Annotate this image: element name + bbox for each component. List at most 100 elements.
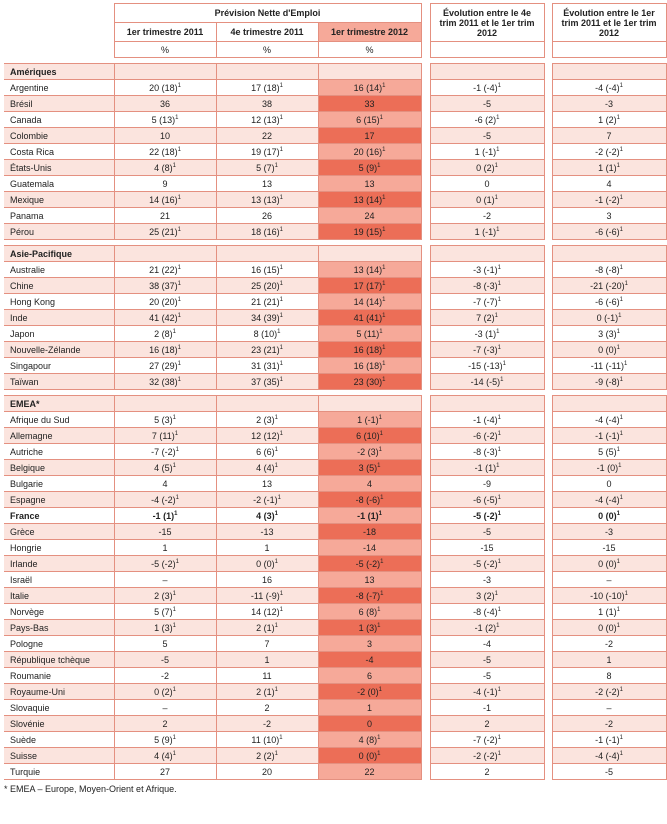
country-name: Irlande <box>4 555 115 572</box>
data-cell: 16 (18)1 <box>317 357 422 374</box>
data-cell: 0 (0)1 <box>317 747 422 764</box>
data-cell: -2 <box>551 635 667 652</box>
data-cell: -15 <box>551 539 667 556</box>
data-cell: 1 (1)1 <box>551 159 667 176</box>
data-cell: 5 (9)1 <box>317 159 422 176</box>
data-cell: 23 (21)1 <box>215 341 319 358</box>
data-cell: 13 <box>215 475 319 492</box>
data-cell: 13 (14)1 <box>317 191 422 208</box>
data-cell: 25 (20)1 <box>215 277 319 294</box>
evo-q4-header: Évolution entre le 4e trim 2011 et le 1e… <box>429 3 545 42</box>
data-cell: 21 (21)1 <box>215 293 319 310</box>
data-cell: 0 (2)1 <box>113 683 217 700</box>
data-cell: -4 <box>317 651 422 668</box>
table-row: Hongrie 1 1 -14 -15 -15 <box>4 539 667 556</box>
data-cell: -1 (-1)1 <box>551 731 667 748</box>
data-cell: 1 <box>317 699 422 716</box>
country-name: Japon <box>4 325 115 342</box>
data-cell: 14 (14)1 <box>317 293 422 310</box>
table-row: Guatemala 9 13 13 0 4 <box>4 175 667 192</box>
table-row: Royaume-Uni 0 (2)1 2 (1)1 -2 (0)1 -4 (-1)1 -2… <box>4 683 667 700</box>
country-name: Brésil <box>4 95 115 112</box>
data-cell: 0 (0)1 <box>551 619 667 636</box>
data-cell: 2 (1)1 <box>215 683 319 700</box>
table-row: République tchèque -5 1 -4 -5 1 <box>4 651 667 668</box>
data-cell: 36 <box>113 95 217 112</box>
data-cell: 7 <box>551 127 667 144</box>
data-cell: 11 (10)1 <box>215 731 319 748</box>
data-cell: 16 (18)1 <box>317 341 422 358</box>
country-name: Belgique <box>4 459 115 476</box>
forecast-table-container: Prévision Nette d'Emploi Évolution entre… <box>4 3 667 794</box>
data-cell: 21 <box>113 207 217 224</box>
data-cell: 20 (20)1 <box>113 293 217 310</box>
country-name: Hong Kong <box>4 293 115 310</box>
data-cell: 16 (14)1 <box>317 79 422 96</box>
data-cell: 19 (17)1 <box>215 143 319 160</box>
table-row: Singapour 27 (29)1 31 (31)1 16 (18)1 -15 (-1… <box>4 357 667 374</box>
data-cell: 31 (31)1 <box>215 357 319 374</box>
table-row: Bulgarie 4 13 4 -9 0 <box>4 475 667 492</box>
data-cell: 23 (30)1 <box>317 373 422 390</box>
data-cell: -1 (2)1 <box>429 619 545 636</box>
data-cell: -5 (-2)1 <box>113 555 217 572</box>
unit-label: % <box>215 41 319 58</box>
table-row: Norvège 5 (7)1 14 (12)1 6 (8)1 -8 (-4)1 1 (1)… <box>4 603 667 620</box>
data-cell: 12 (12)1 <box>215 427 319 444</box>
data-cell: 5 (3)1 <box>113 411 217 428</box>
table-row: France -1 (1)1 4 (3)1 -1 (1)1 -5 (-2)1 0 (0)1 <box>4 507 667 524</box>
data-cell: 8 (10)1 <box>215 325 319 342</box>
country-name: Pérou <box>4 223 115 240</box>
data-cell: -2 <box>429 207 545 224</box>
data-cell: 4 (8)1 <box>317 731 422 748</box>
data-cell: 1 (-1)1 <box>429 223 545 240</box>
table-row: Israël –16 13 -3– <box>4 571 667 588</box>
country-name: Royaume-Uni <box>4 683 115 700</box>
country-name: États-Unis <box>4 159 115 176</box>
data-cell: 13 (13)1 <box>215 191 319 208</box>
data-cell: 6 (10)1 <box>317 427 422 444</box>
data-cell: 11 <box>215 667 319 684</box>
data-cell: -4 (-4)1 <box>551 411 667 428</box>
data-cell: 0 <box>429 175 545 192</box>
data-cell: 3 (2)1 <box>429 587 545 604</box>
data-cell: 27 (29)1 <box>113 357 217 374</box>
data-cell: -10 (-10)1 <box>551 587 667 604</box>
data-cell: 6 (15)1 <box>317 111 422 128</box>
data-cell: -11 (-11)1 <box>551 357 667 374</box>
country-name: Autriche <box>4 443 115 460</box>
table-row: États-Unis 4 (8)1 5 (7)1 5 (9)1 0 (2)1 1 (1)1 <box>4 159 667 176</box>
table-body: Amériques Argentine 20 (18)1 17 (18)1 16 (14… <box>4 57 667 780</box>
country-name: Israël <box>4 571 115 588</box>
data-cell: 5 (11)1 <box>317 325 422 342</box>
data-cell: 2 (3)1 <box>215 411 319 428</box>
table-row: Costa Rica 22 (18)1 19 (17)1 20 (16)1 1 (-1)… <box>4 143 667 160</box>
country-name: Hongrie <box>4 539 115 556</box>
data-cell: 20 <box>215 763 319 780</box>
table-row: Afrique du Sud 5 (3)1 2 (3)1 1 (-1)1 -1 (-4)… <box>4 411 667 428</box>
data-cell: 4 <box>317 475 422 492</box>
employment-forecast-table: Prévision Nette d'Emploi Évolution entre… <box>4 3 667 780</box>
country-name: Italie <box>4 587 115 604</box>
unit-label-empty <box>551 41 667 58</box>
data-cell: -2 (-2)1 <box>551 143 667 160</box>
country-name: Pays-Bas <box>4 619 115 636</box>
data-cell: 5 (9)1 <box>113 731 217 748</box>
data-cell: 16 <box>215 571 319 588</box>
data-cell: 1 (2)1 <box>551 111 667 128</box>
data-cell: 0 (0)1 <box>551 341 667 358</box>
data-cell: -2 <box>551 715 667 732</box>
table-row: Nouvelle-Zélande 16 (18)1 23 (21)1 16 (18)1… <box>4 341 667 358</box>
country-name: Mexique <box>4 191 115 208</box>
data-cell: 1 <box>215 651 319 668</box>
data-cell: -2 <box>113 667 217 684</box>
data-cell: 13 <box>317 571 422 588</box>
data-cell: 4 (8)1 <box>113 159 217 176</box>
data-cell: 6 (8)1 <box>317 603 422 620</box>
data-cell: 7 (2)1 <box>429 309 545 326</box>
data-cell: 14 (16)1 <box>113 191 217 208</box>
data-cell: 0 (0)1 <box>551 555 667 572</box>
data-cell: 18 (16)1 <box>215 223 319 240</box>
country-name: Grèce <box>4 523 115 540</box>
data-cell: -1 (-1)1 <box>551 427 667 444</box>
